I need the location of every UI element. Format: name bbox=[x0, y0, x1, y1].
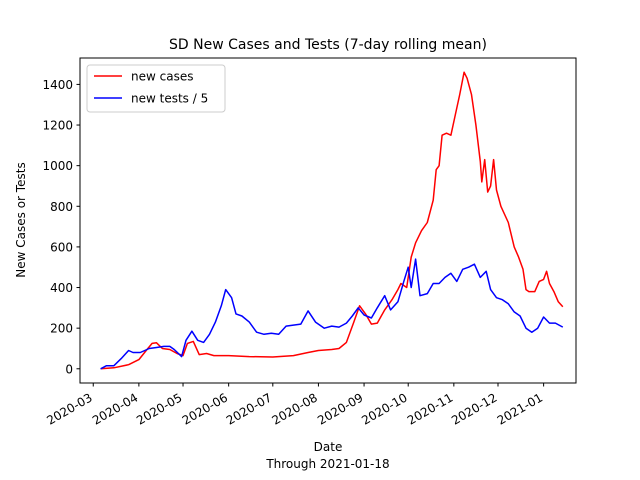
series-line-new-tests bbox=[100, 258, 564, 370]
y-tick-label: 0 bbox=[65, 362, 73, 376]
legend-label: new cases bbox=[131, 70, 193, 84]
y-tick-label: 1000 bbox=[42, 159, 73, 173]
y-axis-label: New Cases or Tests bbox=[14, 162, 28, 277]
chart-title: SD New Cases and Tests (7-day rolling me… bbox=[169, 37, 487, 53]
legend: new cases new tests / 5 bbox=[86, 64, 226, 113]
x-axis-note: Through 2021-01-18 bbox=[265, 457, 389, 471]
legend-label: new tests / 5 bbox=[131, 92, 208, 106]
y-tick-label: 400 bbox=[50, 281, 73, 295]
plot-frame bbox=[79, 57, 577, 384]
y-tick-label: 1200 bbox=[42, 119, 73, 133]
series-line-new-cases bbox=[100, 71, 564, 370]
y-tick-label: 1400 bbox=[42, 78, 73, 92]
x-axis-label: Date bbox=[314, 440, 343, 454]
y-axis: 0 200 400 600 800 1000 1200 1400 bbox=[42, 78, 80, 376]
y-tick-label: 600 bbox=[50, 240, 73, 254]
y-tick-label: 200 bbox=[50, 322, 73, 336]
plot-area bbox=[79, 57, 577, 384]
y-tick-label: 800 bbox=[50, 200, 73, 214]
